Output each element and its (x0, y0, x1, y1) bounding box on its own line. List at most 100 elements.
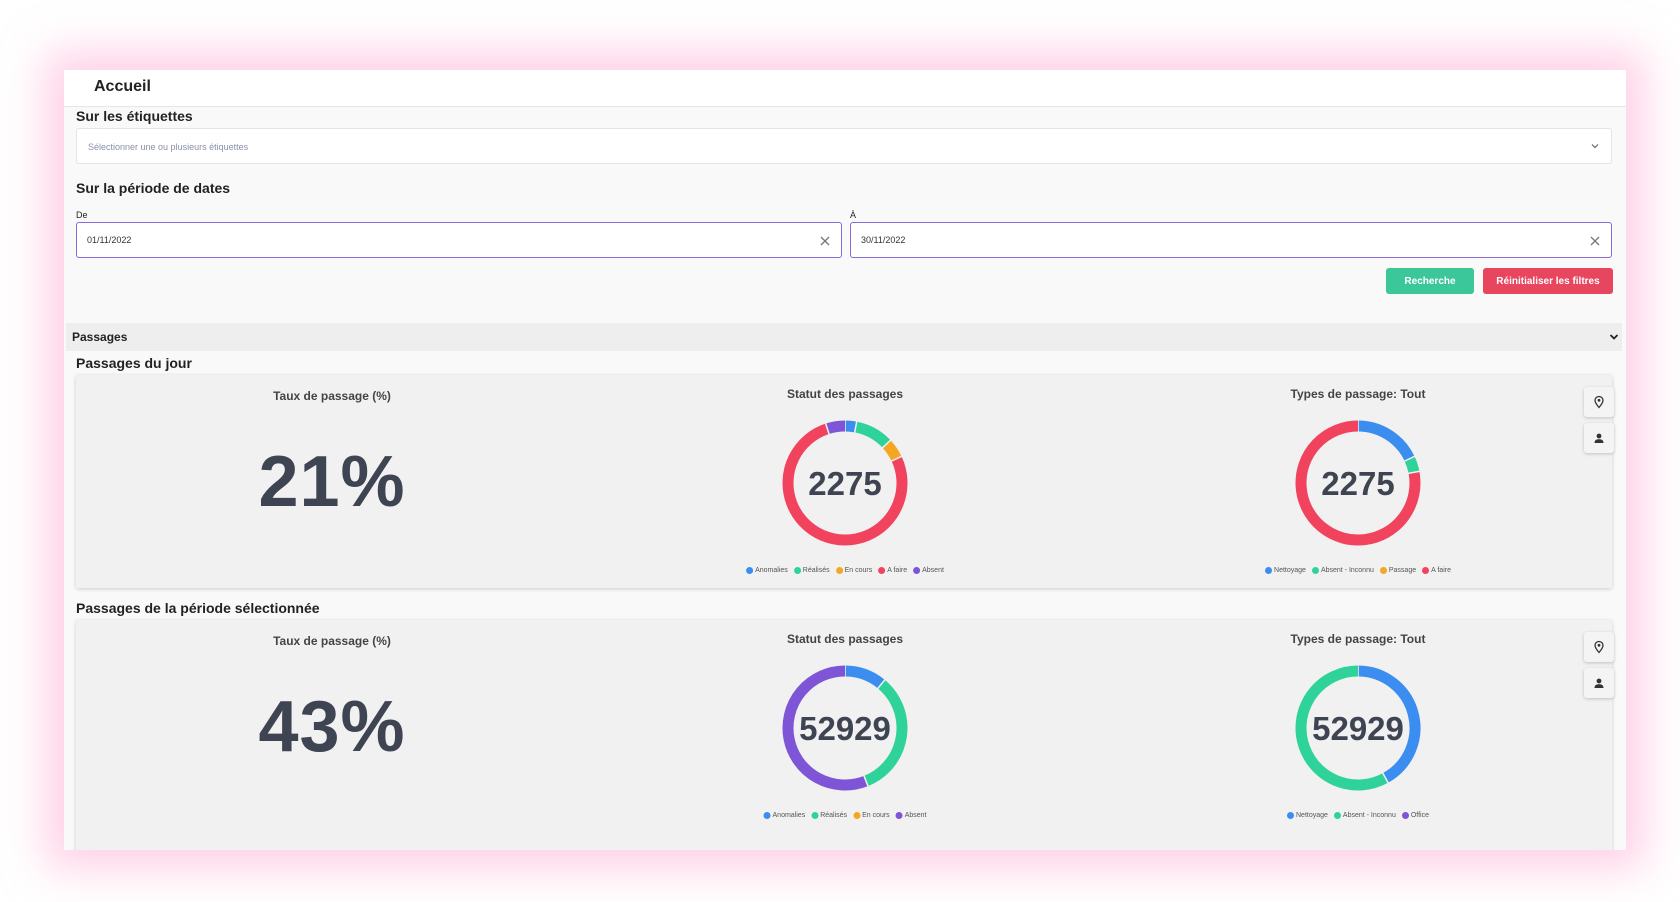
day-stats-card: Taux de passage (%) 21% Statut des passa… (76, 375, 1614, 588)
period-types-donut: 52929 (1295, 664, 1421, 791)
legend-label: En cours (844, 567, 873, 574)
period-types-legend: Nettoyage Absent - Inconnu Office (1286, 812, 1429, 819)
period-rate-title: Taux de passage (%) (273, 634, 391, 648)
legend-label: Absent - Inconnu (1320, 567, 1374, 574)
clear-to-date-icon[interactable] (1589, 235, 1601, 247)
chevron-down-icon[interactable] (1608, 331, 1620, 343)
from-date-value: 01/11/2022 (87, 235, 132, 245)
from-date-input[interactable]: 01/11/2022 (76, 222, 842, 258)
legend-label: Réalisés (802, 567, 830, 574)
tags-label: Sur les étiquettes (76, 108, 193, 124)
legend-dot (1286, 812, 1294, 819)
legend-dot (1401, 812, 1409, 819)
donut-slice-r-alis-s[interactable] (863, 679, 908, 787)
period-types-title: Types de passage: Tout (1290, 632, 1426, 646)
legend-item[interactable]: Réalisés (793, 567, 830, 574)
app-window: Accueil Sur les étiquettes Sélectionner … (64, 70, 1626, 850)
legend-item[interactable]: En cours (853, 812, 890, 819)
to-date-value: 30/11/2022 (861, 235, 906, 245)
donut-separator (1381, 771, 1390, 785)
legend-dot (853, 812, 861, 819)
map-pin-icon (1594, 395, 1604, 409)
period-status-donut: 52929 (782, 664, 908, 791)
legend-item[interactable]: Absent - Inconnu (1311, 567, 1374, 574)
page-title: Accueil (94, 78, 151, 95)
legend-item[interactable]: A faire (878, 567, 907, 574)
map-pin-button[interactable] (1584, 387, 1614, 417)
donut-slice-anomalies[interactable] (844, 665, 885, 689)
donut-separator (824, 422, 831, 436)
donut-slice-absent[interactable] (825, 420, 846, 435)
legend-item[interactable]: Réalisés (811, 812, 847, 819)
day-types-total: 2275 (1321, 465, 1394, 502)
tags-select[interactable]: Sélectionner une ou plusieurs étiquettes (76, 128, 1612, 164)
legend-dot (913, 567, 921, 574)
legend-dot (746, 567, 754, 574)
search-button[interactable]: Recherche (1386, 268, 1474, 294)
legend-item[interactable]: Absent (913, 567, 944, 574)
legend-label: Absent - Inconnu (1342, 812, 1396, 819)
day-types-legend: Nettoyage Absent - Inconnu Passage A faire (1265, 567, 1451, 574)
legend-item[interactable]: Office (1401, 812, 1429, 819)
donut-separator (1403, 455, 1416, 463)
legend-label: Nettoyage (1274, 567, 1306, 574)
legend-dot (793, 567, 801, 574)
legend-dot (1379, 567, 1387, 574)
legend-label: A faire (887, 567, 908, 574)
passages-panel-header[interactable]: Passages (66, 323, 1622, 351)
legend-label: A faire (1431, 567, 1451, 574)
legend-dot (811, 812, 819, 819)
map-pin-icon (1594, 640, 1604, 654)
donut-slice-a-faire[interactable] (782, 423, 908, 546)
to-label: À (850, 210, 857, 220)
period-section-title: Passages de la période sélectionnée (76, 600, 320, 616)
donut-slice-en-cours[interactable] (882, 440, 902, 462)
legend-item[interactable]: Anomalies (746, 567, 788, 574)
clear-from-date-icon[interactable] (819, 235, 831, 247)
map-pin-button[interactable] (1584, 632, 1614, 662)
legend-item[interactable]: A faire (1422, 567, 1451, 574)
legend-label: Passage (1388, 567, 1417, 574)
legend-label: Nettoyage (1295, 812, 1328, 819)
legend-item[interactable]: Anomalies (763, 812, 805, 819)
legend-label: Anomalies (755, 567, 788, 574)
chevron-down-icon (1591, 144, 1599, 149)
legend-item[interactable]: Absent (895, 812, 926, 819)
period-types-total: 52929 (1312, 710, 1404, 747)
day-status-legend: Anomalies Réalisés En cours A faire Absent (746, 567, 944, 574)
period-status-title: Statut des passages (786, 632, 904, 646)
legend-item[interactable]: En cours (835, 567, 873, 574)
user-button[interactable] (1584, 668, 1614, 698)
legend-label: Absent (922, 567, 944, 574)
day-status-donut: 2275 (782, 419, 908, 546)
legend-dot (1265, 567, 1273, 574)
donut-slice-absent-inconnu[interactable] (1404, 456, 1420, 474)
legend-item[interactable]: Passage (1379, 567, 1417, 574)
user-icon (1594, 678, 1604, 688)
donut-separator (862, 774, 870, 788)
legend-item[interactable]: Absent - Inconnu (1333, 812, 1396, 819)
donut-slice-absent-inconnu[interactable] (1295, 665, 1389, 791)
day-rate-title: Taux de passage (%) (273, 389, 391, 403)
legend-item[interactable]: Nettoyage (1286, 812, 1328, 819)
reset-filters-button[interactable]: Réinitialiser les filtres (1483, 268, 1613, 294)
donut-slice-anomalies[interactable] (844, 420, 857, 433)
day-types-donut: 2275 (1295, 419, 1421, 546)
donut-separator (876, 678, 887, 690)
period-stats-card: Taux de passage (%) 43% Statut des passa… (76, 620, 1614, 850)
donut-slice-nettoyage[interactable] (1357, 665, 1421, 783)
legend-label: Réalisés (820, 812, 848, 819)
donut-slice-a-faire[interactable] (1295, 420, 1421, 546)
legend-dot (1422, 567, 1430, 574)
period-rate-value: 43% (258, 687, 406, 767)
donut-slice-nettoyage[interactable] (1357, 420, 1415, 462)
period-status-total: 52929 (799, 710, 891, 747)
period-status-legend: Anomalies Réalisés En cours Absent (763, 812, 926, 819)
to-date-input[interactable]: 30/11/2022 (850, 222, 1612, 258)
user-icon (1594, 433, 1604, 443)
legend-item[interactable]: Nettoyage (1265, 567, 1306, 574)
donut-slice-absent[interactable] (782, 665, 868, 791)
user-button[interactable] (1584, 423, 1614, 453)
top-bar: Accueil (64, 70, 1626, 107)
donut-slice-r-alis-s[interactable] (854, 421, 891, 448)
